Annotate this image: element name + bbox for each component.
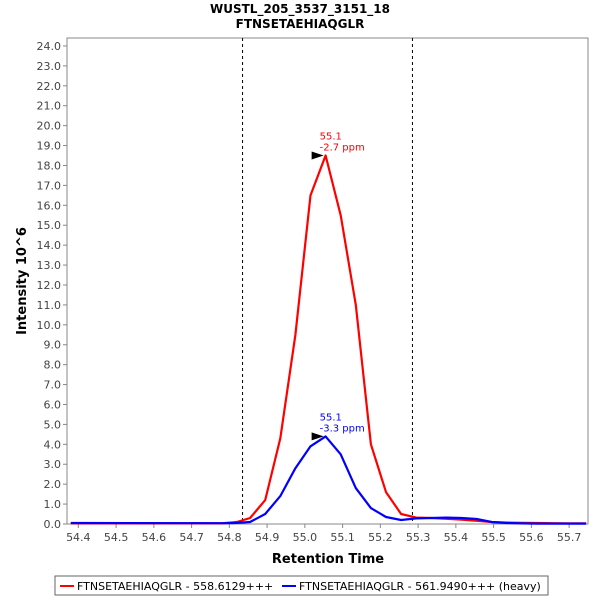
peak-annotation-label: 55.1 bbox=[320, 412, 342, 423]
series-line-heavy bbox=[70, 435, 587, 525]
y-tick-label: 23.0 bbox=[37, 60, 62, 73]
x-tick-label: 54.8 bbox=[217, 531, 242, 544]
y-tick-label: 22.0 bbox=[37, 80, 62, 93]
y-tick-label: 15.0 bbox=[37, 219, 62, 232]
y-tick-label: 21.0 bbox=[37, 100, 62, 113]
y-tick-label: 17.0 bbox=[37, 179, 62, 192]
y-axis: 0.0 1.0 2.0 3.0 4.0 5.0 6.0 7.0 8.0 9.0 10.0 11.0 12… bbox=[37, 40, 67, 531]
peak-boundaries bbox=[242, 38, 413, 524]
x-tick-label: 54.6 bbox=[142, 531, 167, 544]
chart-subtitle: FTNSETAEHIAQGLR bbox=[236, 17, 365, 31]
y-tick-label: 3.0 bbox=[44, 458, 62, 471]
y-tick-label: 1.0 bbox=[44, 498, 62, 511]
peak-marker-arrow bbox=[311, 432, 324, 441]
y-tick-label: 9.0 bbox=[44, 339, 62, 352]
y-axis-title: Intensity 10^6 bbox=[15, 227, 30, 335]
x-tick-label: 54.4 bbox=[66, 531, 91, 544]
y-tick-label: 24.0 bbox=[37, 40, 62, 53]
x-tick-label: 55.6 bbox=[519, 531, 544, 544]
x-tick-label: 55.5 bbox=[481, 531, 506, 544]
peak-marker-arrow bbox=[311, 151, 324, 160]
y-tick-label: 5.0 bbox=[44, 418, 62, 431]
y-tick-label: 2.0 bbox=[44, 478, 62, 491]
y-tick-label: 13.0 bbox=[37, 259, 62, 272]
x-tick-label: 55.4 bbox=[444, 531, 469, 544]
x-tick-label: 54.5 bbox=[104, 531, 129, 544]
y-tick-label: 7.0 bbox=[44, 379, 62, 392]
x-tick-label: 55.1 bbox=[330, 531, 355, 544]
x-tick-label: 55.3 bbox=[406, 531, 431, 544]
x-tick-label: 55.0 bbox=[293, 531, 318, 544]
peak-annotation-label: -3.3 ppm bbox=[320, 423, 365, 434]
y-tick-label: 8.0 bbox=[44, 359, 62, 372]
legend-label-heavy: FTNSETAEHIAQGLR - 561.9490+++ (heavy) bbox=[299, 580, 541, 593]
y-tick-label: 14.0 bbox=[37, 239, 62, 252]
legend: FTNSETAEHIAQGLR - 558.6129+++ FTNSETAEHI… bbox=[54, 575, 549, 596]
x-tick-label: 54.7 bbox=[179, 531, 204, 544]
y-tick-label: 20.0 bbox=[37, 120, 62, 133]
y-tick-label: 12.0 bbox=[37, 279, 62, 292]
plot-area bbox=[66, 37, 589, 525]
y-tick-label: 4.0 bbox=[44, 438, 62, 451]
legend-box bbox=[54, 575, 549, 596]
series-lines bbox=[70, 154, 587, 525]
y-tick-label: 16.0 bbox=[37, 199, 62, 212]
y-tick-label: 6.0 bbox=[44, 398, 62, 411]
series-line-light bbox=[70, 154, 587, 525]
x-axis-title: Retention Time bbox=[272, 552, 384, 567]
x-tick-label: 55.2 bbox=[368, 531, 393, 544]
x-axis: 54.4 54.5 54.6 54.7 54.8 54.9 55.0 55.1 55.2 55.3… bbox=[66, 524, 581, 544]
x-tick-label: 55.7 bbox=[557, 531, 582, 544]
peak-annotation-label: -2.7 ppm bbox=[320, 143, 365, 154]
legend-label-light: FTNSETAEHIAQGLR - 558.6129+++ bbox=[77, 580, 273, 593]
y-tick-label: 18.0 bbox=[37, 159, 62, 172]
peak-annotation-label: 55.1 bbox=[320, 132, 342, 143]
y-tick-label: 19.0 bbox=[37, 140, 62, 153]
y-tick-label: 10.0 bbox=[37, 319, 62, 332]
y-tick-label: 11.0 bbox=[37, 299, 62, 312]
y-tick-label: 0.0 bbox=[44, 518, 62, 531]
chart-title: WUSTL_205_3537_3151_18 bbox=[210, 2, 390, 17]
x-tick-label: 54.9 bbox=[255, 531, 280, 544]
